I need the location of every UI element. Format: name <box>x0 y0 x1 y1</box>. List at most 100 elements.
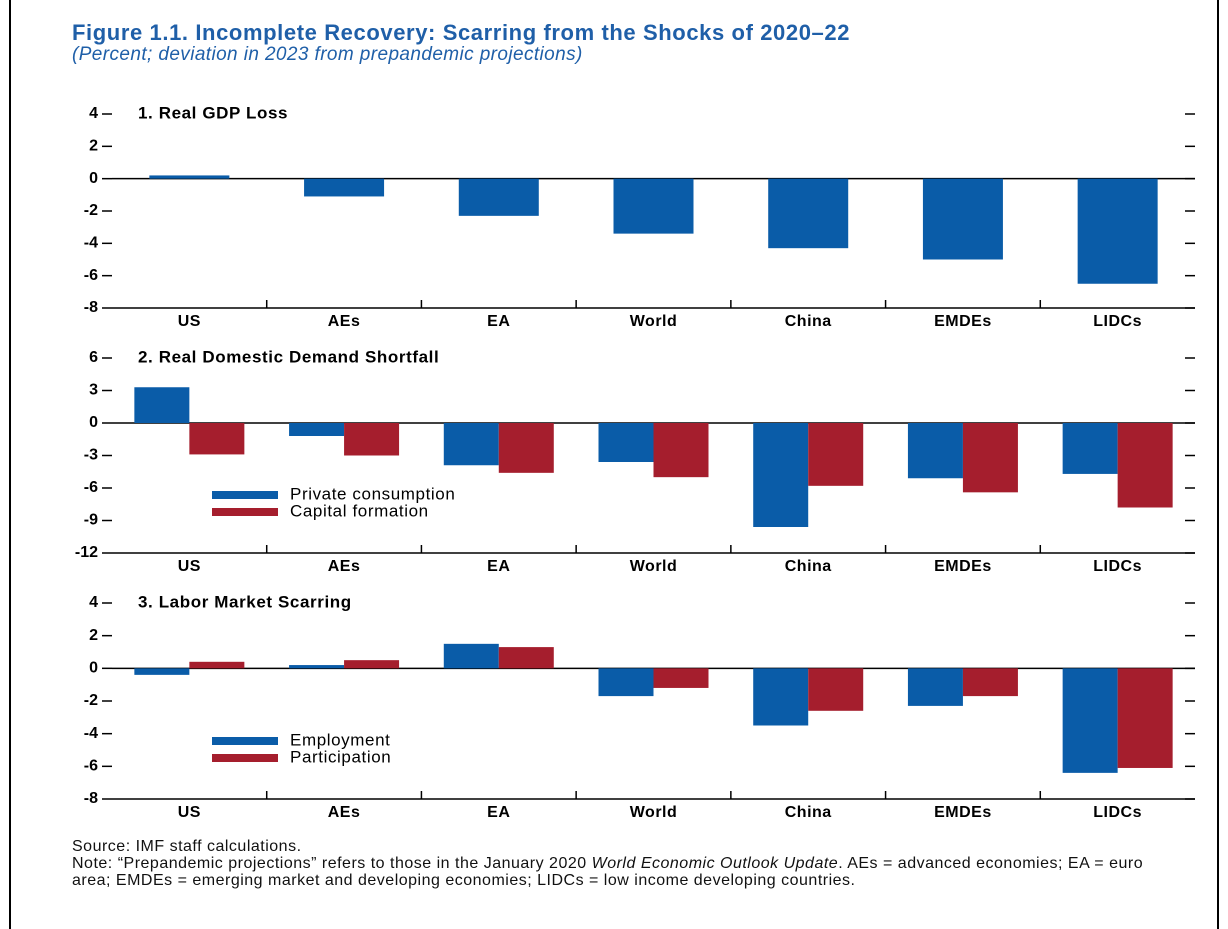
x-tick-label: World <box>630 804 678 821</box>
y-tick-label: -6 <box>84 758 98 775</box>
bar <box>907 668 963 706</box>
panel-title: 2. Real Domestic Demand Shortfall <box>138 347 439 366</box>
y-tick-label: 3 <box>89 382 98 399</box>
panel-title: 3. Labor Market Scarring <box>138 592 352 611</box>
y-tick-label: 2 <box>89 627 98 644</box>
bar <box>443 423 499 466</box>
y-tick-label: 0 <box>89 660 98 677</box>
y-tick-label: -3 <box>84 447 98 464</box>
bar <box>289 423 345 436</box>
bar <box>962 423 1018 493</box>
bar <box>1077 178 1158 284</box>
y-tick-label: -2 <box>84 202 98 219</box>
bar <box>907 423 963 479</box>
legend-label: Private consumption <box>290 484 455 503</box>
x-tick-label: LIDCs <box>1093 804 1142 821</box>
y-tick-label: 4 <box>89 105 98 122</box>
x-tick-label: LIDCs <box>1093 313 1142 330</box>
y-tick-label: -8 <box>84 790 98 807</box>
x-tick-label: World <box>630 313 678 330</box>
y-tick-label: -12 <box>75 544 98 561</box>
x-tick-label: EMDEs <box>934 558 992 575</box>
frame-left <box>9 0 11 929</box>
x-tick-label: EMDEs <box>934 313 992 330</box>
bar <box>598 423 654 462</box>
x-tick-label: China <box>785 804 832 821</box>
bar <box>189 423 245 455</box>
header: Figure 1.1. Incomplete Recovery: Scarrin… <box>72 22 1182 66</box>
x-tick-label: EA <box>487 558 510 575</box>
frame-right <box>1217 0 1219 929</box>
bar <box>344 660 400 669</box>
bar <box>598 668 654 697</box>
x-tick-label: EMDEs <box>934 804 992 821</box>
y-tick-label: -2 <box>84 692 98 709</box>
x-tick-label: LIDCs <box>1093 558 1142 575</box>
note-text: . AEs = advanced economies; EA = euro ar… <box>72 855 1144 889</box>
footer: Source: IMF staff calculations. Note: “P… <box>72 838 1182 889</box>
legend-swatch <box>212 508 278 516</box>
x-tick-label: EA <box>487 804 510 821</box>
y-tick-label: 2 <box>89 138 98 155</box>
legend-swatch <box>212 737 278 745</box>
bar <box>1117 668 1173 768</box>
bar <box>922 178 1003 260</box>
bar <box>443 643 499 669</box>
x-tick-label: US <box>178 558 201 575</box>
x-tick-label: AEs <box>328 804 361 821</box>
bar <box>134 668 190 675</box>
y-tick-label: -8 <box>84 299 98 316</box>
y-tick-label: 0 <box>89 170 98 187</box>
bar <box>753 668 809 726</box>
bar <box>289 665 345 669</box>
y-tick-label: 6 <box>89 349 98 366</box>
bar <box>304 178 385 197</box>
bar <box>189 661 245 669</box>
y-tick-label: 4 <box>89 594 98 611</box>
x-tick-label: AEs <box>328 558 361 575</box>
bar <box>768 178 849 249</box>
bar <box>134 387 190 423</box>
bar <box>149 175 230 179</box>
note-italic: World Economic Outlook Update <box>591 855 839 872</box>
bar <box>498 647 554 669</box>
bar <box>1062 668 1118 773</box>
x-tick-label: China <box>785 558 832 575</box>
bar <box>962 668 1018 697</box>
subtitle: (Percent; deviation in 2023 from prepand… <box>72 44 583 65</box>
bar <box>653 668 709 688</box>
bar <box>458 178 539 216</box>
legend-label: Employment <box>290 730 390 749</box>
x-tick-label: US <box>178 313 201 330</box>
x-tick-label: US <box>178 804 201 821</box>
y-tick-label: -9 <box>84 512 98 529</box>
legend-swatch <box>212 754 278 762</box>
legend-label: Participation <box>290 747 391 766</box>
bar <box>653 423 709 478</box>
x-tick-label: EA <box>487 313 510 330</box>
bar <box>1062 423 1118 474</box>
source: Source: IMF staff calculations. <box>72 838 302 855</box>
note: Note: “Prepandemic projections” refers t… <box>72 855 1182 889</box>
bar <box>753 423 809 527</box>
x-tick-label: AEs <box>328 313 361 330</box>
y-tick-label: -6 <box>84 267 98 284</box>
x-tick-label: World <box>630 558 678 575</box>
title: Figure 1.1. Incomplete Recovery: Scarrin… <box>72 20 851 45</box>
bar <box>808 423 864 486</box>
bar <box>1117 423 1173 508</box>
y-tick-label: -4 <box>84 235 98 252</box>
panel-title: 1. Real GDP Loss <box>138 103 288 122</box>
bar <box>344 423 400 456</box>
legend-swatch <box>212 491 278 499</box>
y-tick-label: -6 <box>84 479 98 496</box>
bar <box>613 178 694 234</box>
x-tick-label: China <box>785 313 832 330</box>
y-tick-label: 0 <box>89 414 98 431</box>
note-text: Note: “Prepandemic projections” refers t… <box>72 855 592 872</box>
y-tick-label: -4 <box>84 725 98 742</box>
legend-label: Capital formation <box>290 501 429 520</box>
bar <box>498 423 554 473</box>
